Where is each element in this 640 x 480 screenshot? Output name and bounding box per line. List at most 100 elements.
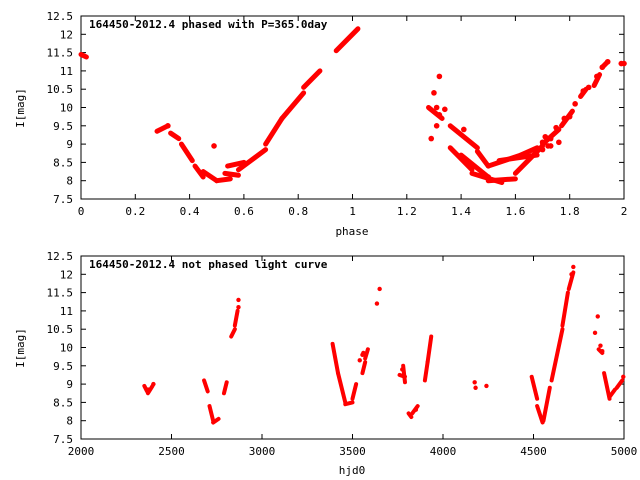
phased-data-run xyxy=(78,51,89,60)
phased-data-point xyxy=(461,126,467,133)
unphased-x-tick-label: 2500 xyxy=(158,445,185,458)
unphased-data-point xyxy=(473,385,478,390)
unphased-x-tick-label: 4000 xyxy=(430,445,457,458)
unphased-data-run xyxy=(406,411,414,420)
unphased-data-run xyxy=(221,380,229,396)
phased-y-tick-label: 8.5 xyxy=(53,156,73,169)
phased-x-tick-label: 2 xyxy=(621,205,628,218)
phased-data-run xyxy=(222,170,241,178)
unphased-data-run xyxy=(330,341,341,376)
phased-data-run xyxy=(512,143,546,176)
unphased-y-tick-label: 8.5 xyxy=(53,396,73,409)
unphased-data-run xyxy=(350,382,359,401)
unphased-data-run xyxy=(229,327,237,339)
unphased-data-point xyxy=(598,343,603,348)
phased-x-tick-label: 0.2 xyxy=(125,205,145,218)
unphased-x-tick-label: 2000 xyxy=(68,445,95,458)
phased-data-point xyxy=(594,73,600,80)
phased-axis-ticks: 0 0.2 0.4 0.6 0.8 1 1.2 1.4 1.6 1.8 2 7.5 8 8.5 9 9.5 10… xyxy=(47,10,628,218)
phased-data-point xyxy=(431,90,437,96)
phased-data-run xyxy=(200,169,220,184)
phased-y-tick-label: 11 xyxy=(60,65,73,78)
unphased-data-point xyxy=(569,272,574,277)
phased-data-point xyxy=(572,101,578,107)
unphased-y-tick-label: 10 xyxy=(60,342,73,355)
unphased-data-run xyxy=(145,383,155,396)
phased-x-tick-label: 1.6 xyxy=(505,205,525,218)
phased-y-tick-label: 12 xyxy=(60,28,73,41)
unphased-y-tick-label: 12 xyxy=(60,268,73,281)
phased-data-point xyxy=(433,123,440,129)
unphased-light-curve-panel: 164450-2012.4 not phased light curve hjd… xyxy=(14,250,637,477)
unphased-data-point xyxy=(484,383,489,389)
phased-x-axis-label: phase xyxy=(335,225,368,238)
phased-data-run xyxy=(279,90,307,121)
unphased-data-run xyxy=(343,400,355,407)
unphased-data-point xyxy=(400,367,405,372)
phased-plot-title: 164450-2012.4 phased with P=365.0day xyxy=(89,18,328,31)
phased-plot-frame xyxy=(80,15,625,200)
unphased-x-tick-label: 4500 xyxy=(520,445,547,458)
unphased-data-run xyxy=(360,360,368,376)
unphased-data-point xyxy=(621,374,626,379)
unphased-data-run xyxy=(560,290,570,328)
phased-y-tick-label: 11.5 xyxy=(47,47,74,60)
phased-data-run xyxy=(178,141,195,164)
phased-data-point xyxy=(599,64,606,71)
phased-data-point xyxy=(539,146,546,153)
unphased-data-run xyxy=(607,387,617,399)
phased-data-points xyxy=(78,26,627,186)
unphased-data-run xyxy=(202,378,210,394)
phased-data-run xyxy=(447,123,480,151)
unphased-plot-title: 164450-2012.4 not phased light curve xyxy=(89,258,328,271)
phased-x-tick-label: 0.8 xyxy=(288,205,308,218)
phased-data-point xyxy=(442,106,448,113)
phased-data-run xyxy=(235,147,269,173)
phased-data-point xyxy=(580,88,587,94)
phased-data-point xyxy=(436,112,443,118)
phased-y-axis-label: I[mag] xyxy=(14,88,27,128)
unphased-data-point xyxy=(600,348,605,354)
phased-y-tick-label: 10 xyxy=(60,102,73,115)
unphased-data-point xyxy=(592,330,598,336)
phased-data-run xyxy=(496,152,540,164)
phased-data-point xyxy=(547,135,554,142)
unphased-data-point xyxy=(374,301,380,306)
unphased-data-point xyxy=(413,407,419,412)
unphased-data-point xyxy=(361,350,366,356)
unphased-data-point xyxy=(151,381,156,387)
unphased-data-run xyxy=(541,385,552,423)
phased-data-point xyxy=(566,113,573,120)
phased-y-tick-label: 7.5 xyxy=(53,193,73,206)
phased-data-run xyxy=(458,152,491,180)
phased-data-point xyxy=(545,143,551,149)
unphased-y-tick-label: 10.5 xyxy=(47,323,74,336)
phased-x-tick-label: 1.8 xyxy=(560,205,580,218)
unphased-y-tick-label: 12.5 xyxy=(47,250,74,263)
unphased-data-point xyxy=(571,264,576,270)
unphased-y-tick-label: 9.5 xyxy=(53,360,73,373)
unphased-y-tick-label: 8 xyxy=(66,415,73,428)
phased-data-run xyxy=(518,145,540,158)
unphased-x-axis-label: hjd0 xyxy=(339,464,366,477)
phased-x-tick-label: 1.4 xyxy=(451,205,471,218)
phased-data-point xyxy=(539,139,546,146)
unphased-y-tick-label: 9 xyxy=(66,378,73,391)
phased-data-run xyxy=(333,26,361,54)
unphased-data-point xyxy=(145,387,151,392)
unphased-x-tick-label: 5000 xyxy=(611,445,638,458)
phased-data-run xyxy=(263,115,285,147)
phased-data-point xyxy=(585,84,592,91)
phased-data-point xyxy=(556,139,562,146)
unphased-data-run xyxy=(425,334,434,365)
unphased-data-point xyxy=(236,297,241,303)
phased-x-tick-label: 0.4 xyxy=(180,205,200,218)
phased-light-curve-panel: 164450-2012.4 phased with P=365.0day pha… xyxy=(14,10,627,238)
unphased-data-run xyxy=(549,327,565,383)
unphased-data-run xyxy=(211,416,221,425)
phased-y-tick-label: 12.5 xyxy=(47,10,74,23)
unphased-data-point xyxy=(472,380,477,385)
unphased-data-point xyxy=(377,286,382,292)
unphased-data-point xyxy=(595,314,600,319)
unphased-y-tick-label: 11.5 xyxy=(47,287,74,300)
